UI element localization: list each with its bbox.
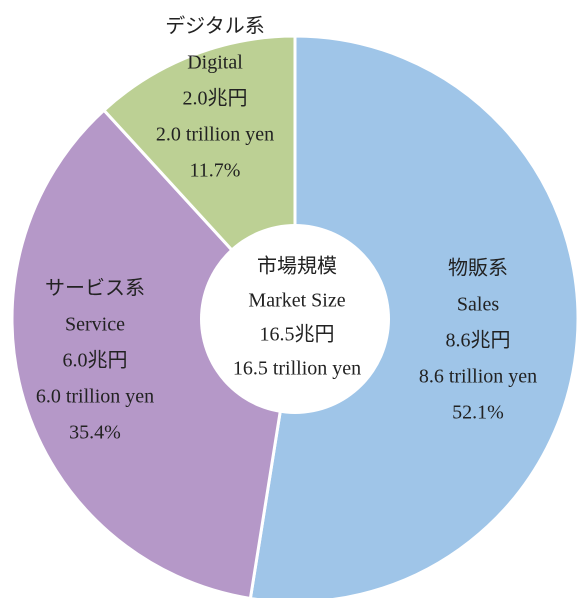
category-label-en: Digital [187,52,243,74]
amount-label: 8.6兆円 [446,329,511,352]
value-label: 35.4% [69,422,121,444]
amount-label-en: 8.6 trillion yen [419,366,537,388]
center-label: 16.5兆円 [260,323,335,346]
donut-hole [200,224,390,414]
center-label: 市場規模 [257,255,337,278]
category-label: サービス系 [45,277,145,300]
category-label: デジタル系 [165,15,265,38]
amount-label: 2.0兆円 [183,87,248,110]
amount-label-en: 2.0 trillion yen [156,124,274,146]
amount-label: 6.0兆円 [63,349,128,372]
slice [248,34,580,598]
category-label-en: Sales [457,294,499,316]
amount-label-en: 6.0 trillion yen [36,386,154,408]
center-label: 16.5 trillion yen [233,358,361,380]
slice [10,108,297,598]
value-label: 52.1% [452,402,504,424]
category-label-en: Service [65,314,125,336]
center-label: Market Size [248,290,345,312]
value-label: 11.7% [190,160,241,182]
category-label: 物販系 [448,257,508,280]
